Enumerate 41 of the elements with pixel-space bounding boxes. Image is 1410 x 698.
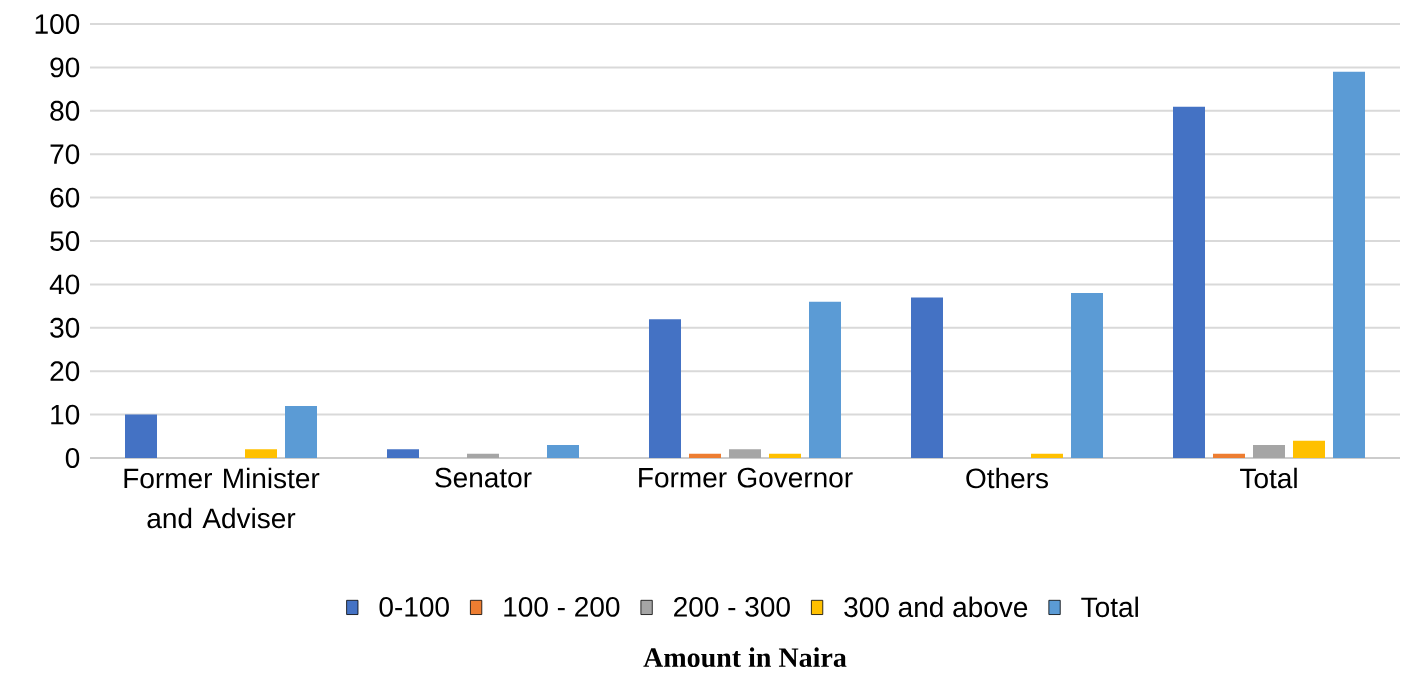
x-axis-title: Amount in Naira [643, 647, 847, 668]
legend-label: 300 and above [844, 596, 1028, 618]
legend-label: 200 - 300 [674, 596, 790, 617]
bar [729, 449, 761, 458]
legend-label: 0-100 [379, 596, 449, 617]
bar [1071, 293, 1103, 458]
y-tick-label: 60 [50, 187, 80, 208]
bar [1253, 444, 1285, 458]
y-tick-label: 0 [65, 448, 80, 468]
legend-label: 100 - 200 [504, 596, 620, 617]
x-tick-label: Former Minister and Adviser [124, 467, 320, 529]
legend-label: Total [1081, 596, 1138, 618]
y-tick-label: 20 [50, 361, 80, 382]
y-tick-label: 50 [50, 231, 80, 251]
y-tick-label: 10 [51, 404, 80, 425]
bar [809, 301, 841, 458]
bar [911, 297, 943, 458]
y-tick-label: 90 [50, 57, 80, 78]
x-tick-label: Others [966, 467, 1048, 489]
bar [1173, 106, 1205, 458]
y-tick-label: 80 [50, 100, 80, 121]
y-tick-label: 100 [35, 14, 80, 34]
bar [547, 444, 579, 458]
bar [285, 405, 318, 458]
x-tick-label: Senator [435, 467, 532, 488]
y-tick-label: 40 [49, 274, 80, 295]
bar [125, 414, 157, 458]
bar [245, 449, 277, 458]
bar [1031, 453, 1063, 458]
bar [649, 319, 681, 458]
y-tick-label: 70 [50, 144, 80, 165]
bar [467, 453, 499, 458]
bar [769, 453, 801, 458]
bar [689, 453, 721, 458]
x-tick-label: Total [1240, 467, 1297, 489]
bar [1213, 453, 1245, 458]
bar [387, 449, 419, 458]
bar [1333, 71, 1365, 458]
y-tick-label: 30 [50, 317, 80, 338]
x-tick-label: Former Governor [639, 467, 853, 488]
bar [1293, 440, 1325, 458]
